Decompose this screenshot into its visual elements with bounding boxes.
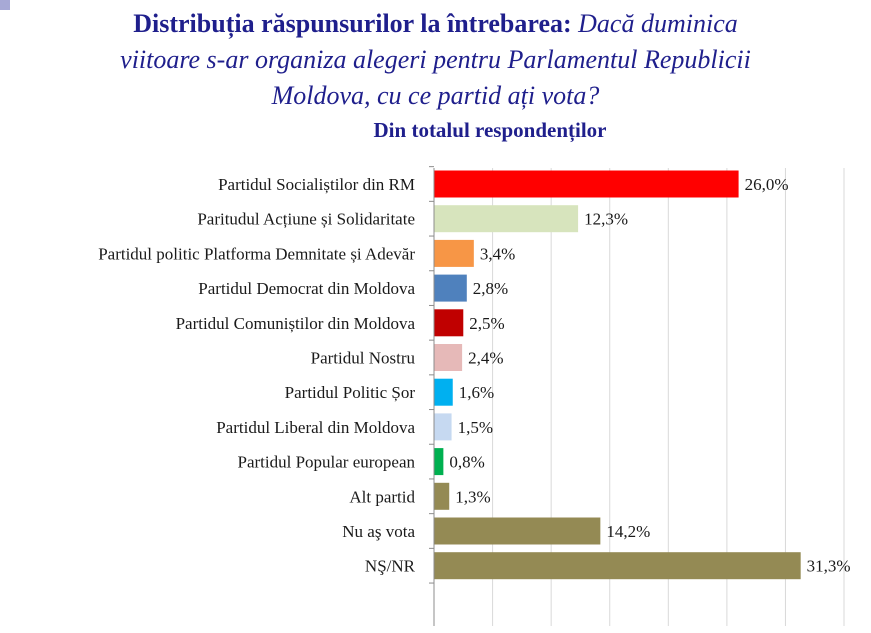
value-label: 2,4% <box>468 349 503 368</box>
value-label: 3,4% <box>480 244 515 263</box>
chart-title: Distribuția răspunsurilor la întrebarea:… <box>0 6 871 114</box>
value-label: 1,3% <box>455 487 490 506</box>
bar <box>434 448 444 476</box>
title-bold-part: Distribuția răspunsurilor la întrebarea: <box>133 9 572 38</box>
bar <box>434 344 463 371</box>
category-label: Partidul Comuniștilor din Moldova <box>176 314 416 333</box>
bar <box>434 309 464 337</box>
category-label: Partidul Democrat din Moldova <box>198 279 415 298</box>
bar <box>434 274 467 302</box>
category-label: Partidul Socialiștilor din RM <box>218 175 415 194</box>
value-label: 31,3% <box>807 557 851 576</box>
bar <box>434 378 453 406</box>
bar <box>434 170 739 198</box>
category-label: Partidul Liberal din Moldova <box>216 418 415 437</box>
category-label: NŞ/NR <box>365 557 416 576</box>
title-italic-part-1: Dacă duminica <box>578 9 738 38</box>
category-label: Paritudul Acțiune și Solidaritate <box>197 210 415 229</box>
bar <box>434 413 452 441</box>
bar <box>434 517 601 545</box>
bar <box>434 205 579 233</box>
chart-subtitle: Din totalul respondenților <box>373 118 607 142</box>
category-label: Partidul Nostru <box>311 349 416 368</box>
title-line-1: Distribuția răspunsurilor la întrebarea:… <box>0 6 871 42</box>
category-label: Nu aş vota <box>342 522 415 541</box>
value-label: 12,3% <box>584 210 628 229</box>
category-label: Partidul Politic Șor <box>285 383 416 402</box>
bar <box>434 482 450 510</box>
value-label: 2,8% <box>473 279 508 298</box>
value-label: 14,2% <box>606 522 650 541</box>
category-label: Partidul Popular european <box>237 453 415 472</box>
corner-decoration <box>0 0 10 10</box>
category-label: Alt partid <box>349 487 415 506</box>
title-line-3: Moldova, cu ce partid ați vota? <box>271 81 600 110</box>
value-label: 26,0% <box>745 175 789 194</box>
category-label: Partidul politic Platforma Demnitate și … <box>98 244 415 263</box>
value-label: 1,6% <box>459 383 494 402</box>
value-label: 2,5% <box>469 314 504 333</box>
title-line-2: viitoare s-ar organiza alegeri pentru Pa… <box>120 45 751 74</box>
value-label: 1,5% <box>458 418 493 437</box>
bar <box>434 239 474 267</box>
bar <box>434 552 801 580</box>
value-label: 0,8% <box>449 453 484 472</box>
